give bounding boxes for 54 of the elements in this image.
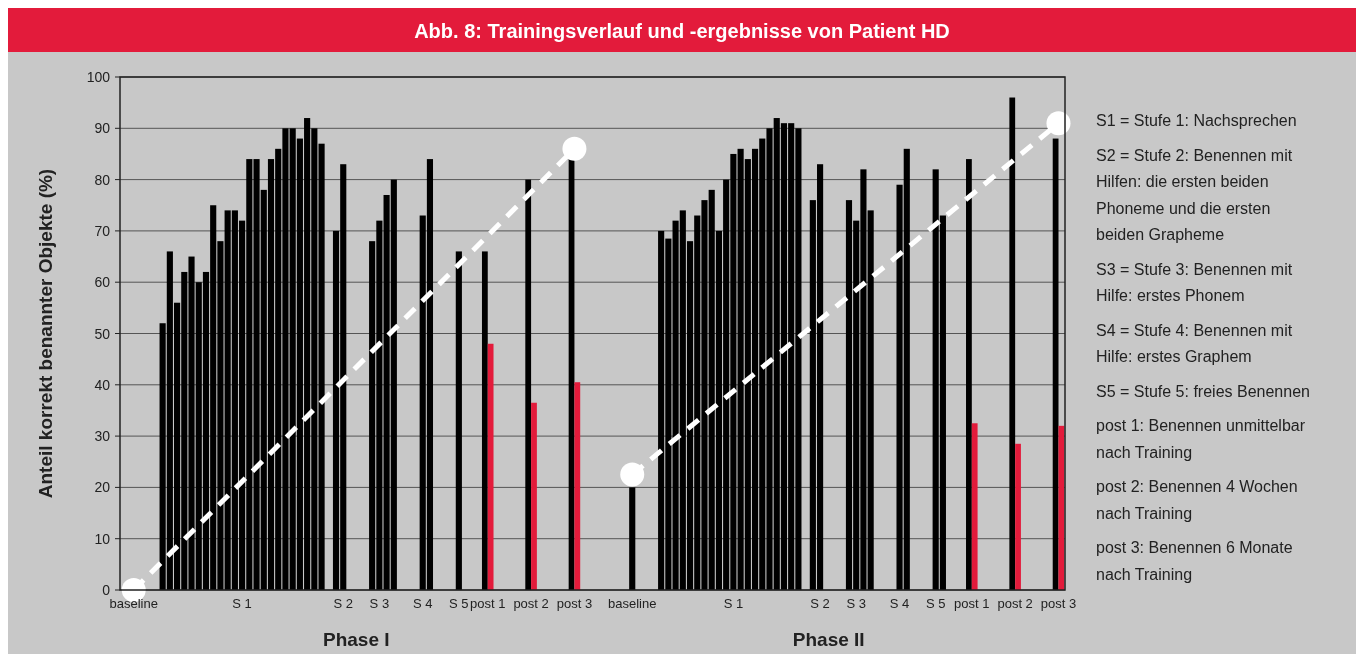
text: S2 = Stufe 2: Benennen mit Hilfen: die ersten beiden Phoneme und die ersten beiden Grapheme	[1096, 146, 1293, 243]
x-tick-label: post 2	[997, 596, 1033, 611]
x-tick-label: S 2	[333, 596, 353, 611]
x-tick-label: S 2	[810, 596, 830, 611]
text: post 3: Benennen 6 Monate nach Training	[1096, 539, 1293, 583]
y-tick-label: 90	[94, 120, 111, 137]
y-tick-label: 60	[94, 274, 111, 291]
x-tick-label: S 5	[925, 596, 946, 611]
x-tick-label: S 5	[449, 596, 469, 611]
point	[1046, 111, 1071, 136]
x-tick-label: S 3	[369, 596, 390, 611]
x-tick-label: S 4	[889, 596, 910, 611]
y-axis-title: Anteil korrekt benannter Objekte (%)	[35, 168, 56, 499]
text: S1 = Stufe 1: Nachsprechen	[1096, 112, 1297, 129]
bar	[971, 423, 978, 590]
bar	[318, 143, 325, 590]
text: S4 = Stufe 4: Benennen mit Hilfe: erstes Graphem	[1096, 321, 1293, 365]
x-tick-label: baseline	[608, 596, 657, 611]
bar	[531, 402, 537, 590]
bar	[867, 210, 874, 590]
y-tick-label: 100	[86, 69, 111, 85]
x-tick-label: S 4	[412, 596, 433, 611]
y-tick-label: 20	[94, 479, 111, 496]
bar	[1015, 443, 1021, 590]
text: post 1: Benennen unmittelbar nach Training	[1096, 417, 1306, 461]
text: S5 = Stufe 5: freies Benennen	[1096, 382, 1310, 400]
bar	[487, 343, 494, 590]
y-tick-label: 50	[94, 325, 111, 342]
x-tick-label: post 1	[954, 596, 990, 611]
x-tick-label: post 3	[1040, 596, 1077, 611]
text: S3 = Stufe 3: Benennen mit Hilfe: erstes Phonem	[1096, 260, 1293, 304]
chart-title: Abb. 8: Trainingsverlauf und -ergebnisse von Patient HD	[414, 20, 950, 42]
bar	[574, 382, 581, 590]
bar	[1058, 425, 1065, 590]
x-tick-label: S 1	[723, 596, 744, 611]
x-tick-label: post 1	[470, 596, 506, 611]
y-tick-label: 80	[94, 171, 111, 188]
bar	[455, 251, 462, 590]
y-tick-label: 0	[102, 582, 111, 598]
text: Phase I	[322, 629, 390, 650]
y-tick-label: 10	[94, 530, 111, 547]
y-tick-label: 70	[94, 222, 111, 239]
text: post 2: Benennen 4 Wochen nach Training	[1096, 478, 1298, 522]
y-tick-label: 30	[94, 428, 111, 445]
x-tick-label: baseline	[109, 596, 158, 611]
x-tick-label: S 3	[846, 596, 866, 611]
bar	[629, 487, 636, 590]
point	[562, 136, 587, 161]
y-tick-label: 40	[94, 376, 111, 393]
x-tick-label: post 3	[556, 596, 593, 611]
text: Phase II	[792, 629, 865, 650]
x-tick-label: S 1	[232, 596, 252, 611]
point	[620, 462, 645, 487]
x-tick-label: post 2	[513, 596, 549, 611]
